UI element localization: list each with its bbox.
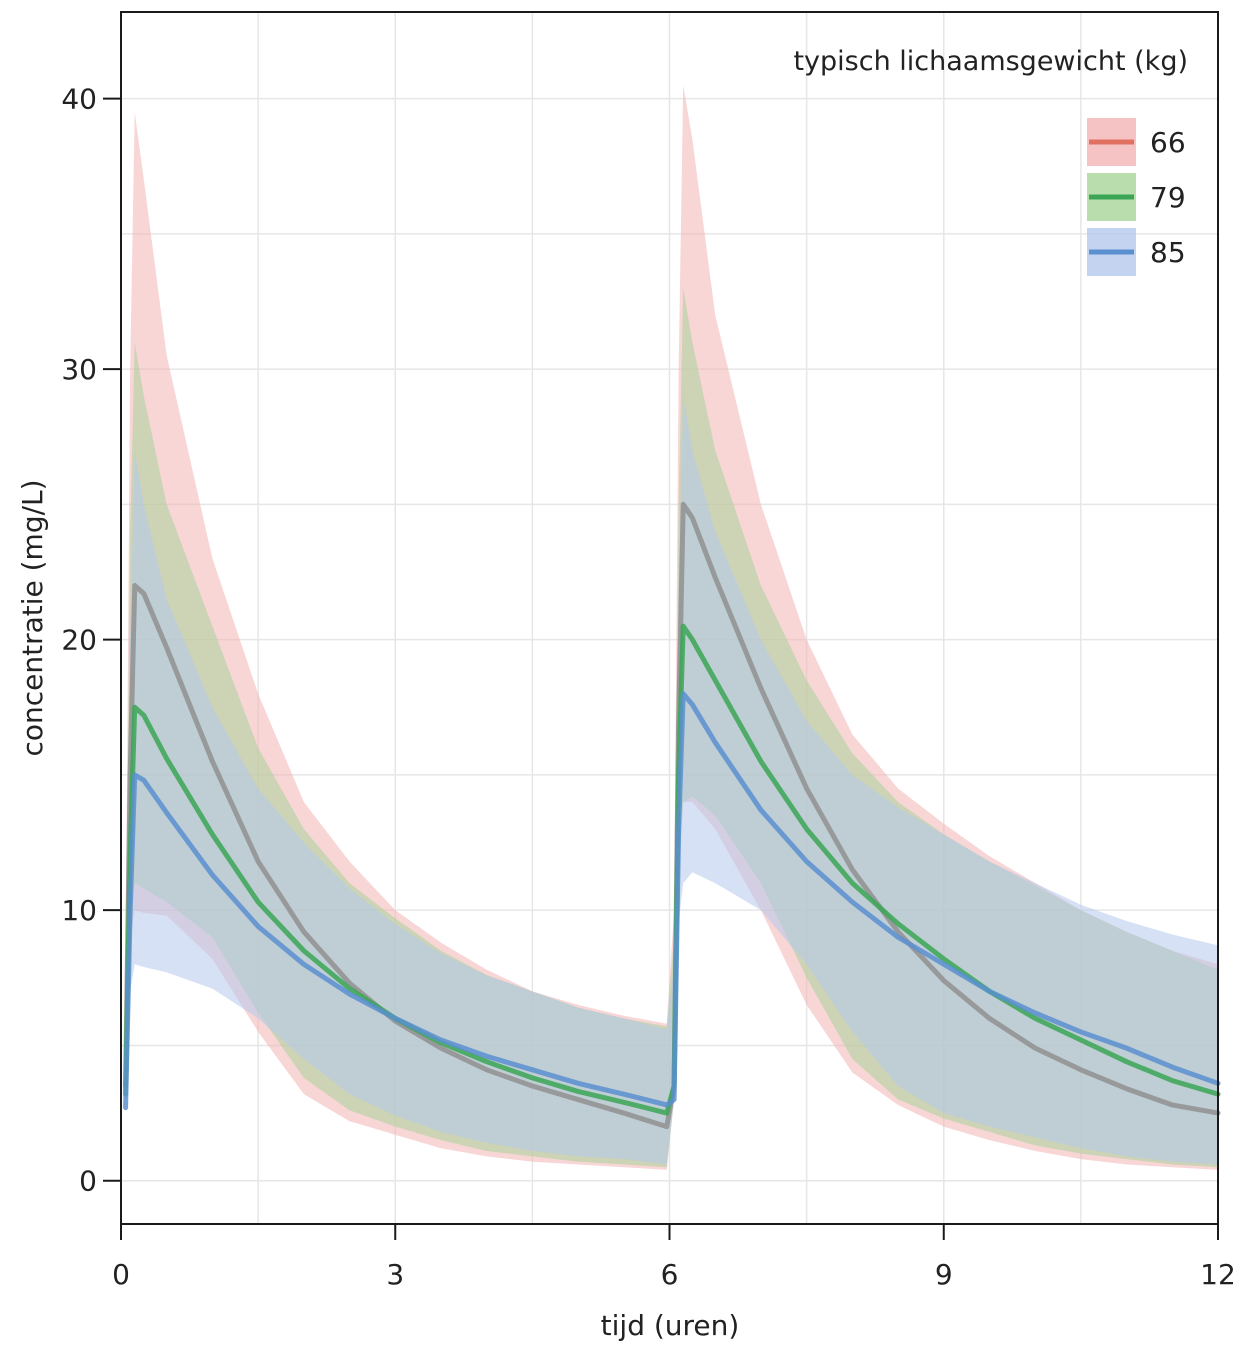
band-85 [125,396,1219,1165]
x-tick-label: 3 [386,1258,404,1291]
y-tick-label: 30 [61,353,97,386]
y-tick-label: 40 [61,83,97,116]
median-lines [123,501,1221,1130]
y-tick-label: 20 [61,624,97,657]
x-tick-label: 12 [1200,1258,1236,1291]
legend-label-85: 85 [1150,236,1186,269]
legend: typisch lichaamsgewicht (kg) 66 79 85 [793,46,1188,276]
y-axis-title: concentratie (mg/L) [16,479,49,756]
x-axis-ticks: 0 3 6 9 12 [112,1224,1236,1291]
legend-label-79: 79 [1150,181,1186,214]
confidence-bands [125,85,1219,1170]
x-tick-label: 0 [112,1258,130,1291]
median-line-85 [123,691,1221,1111]
x-tick-label: 6 [661,1258,679,1291]
y-axis-ticks: 0 10 20 30 40 [61,83,121,1198]
x-tick-label: 9 [935,1258,953,1291]
legend-title: typisch lichaamsgewicht (kg) [793,46,1188,77]
legend-label-66: 66 [1150,126,1186,159]
y-tick-label: 10 [61,894,97,927]
y-tick-label: 0 [79,1165,97,1198]
x-axis-title: tijd (uren) [601,1309,740,1342]
